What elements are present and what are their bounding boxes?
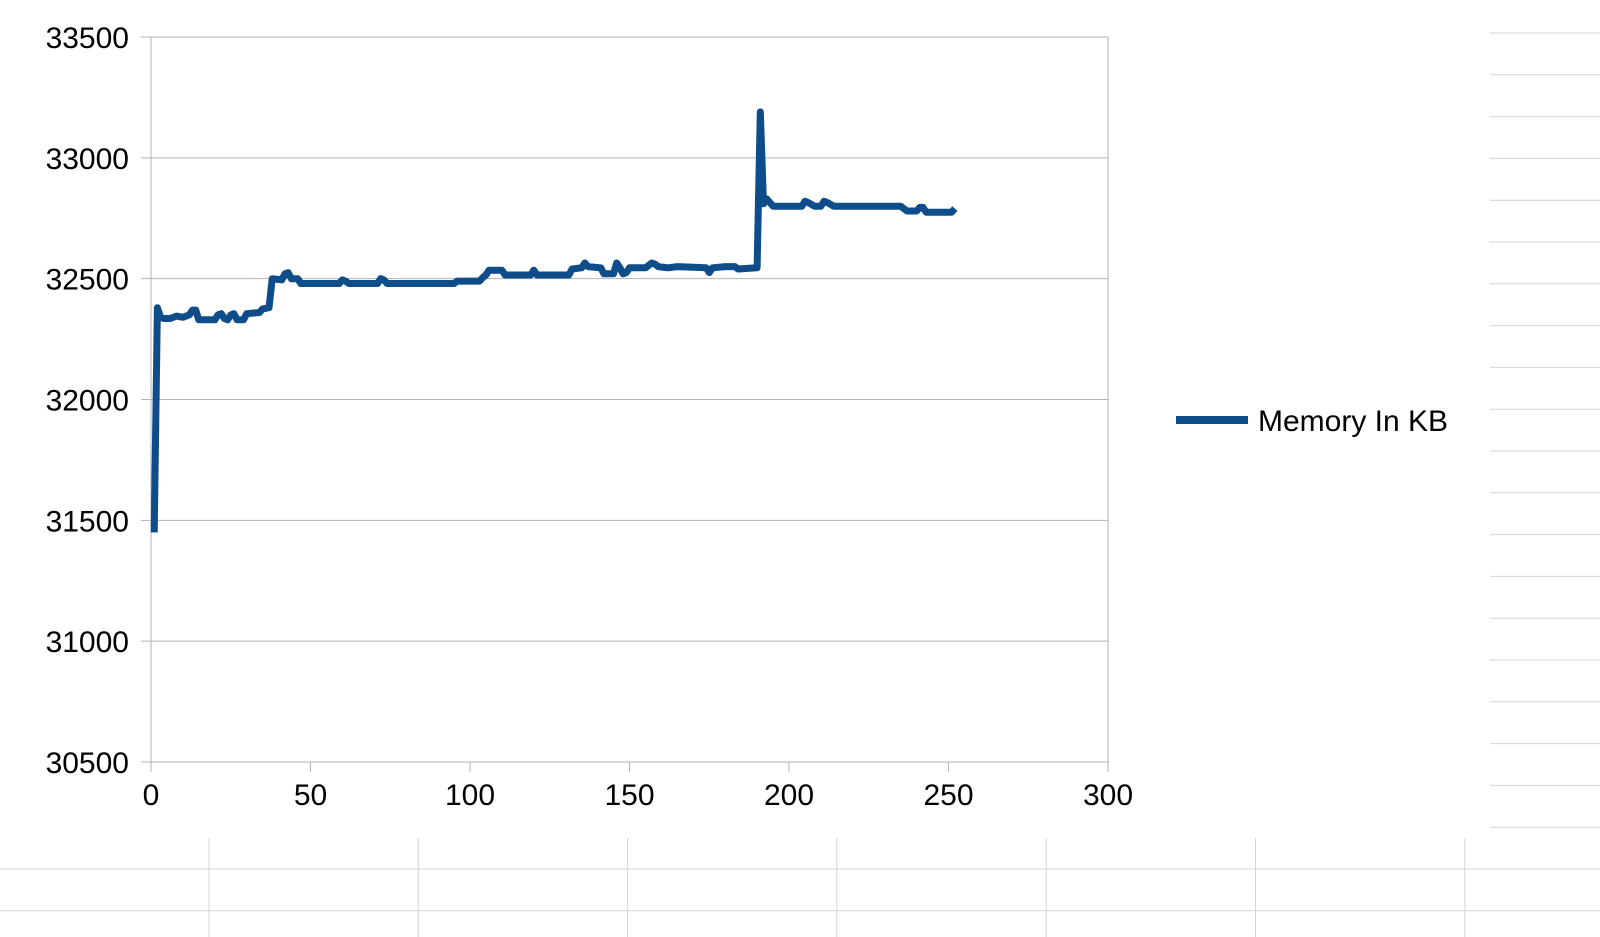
x-tick-label: 250 <box>923 779 973 812</box>
x-tick-label: 300 <box>1083 779 1133 812</box>
series-layer <box>150 108 958 533</box>
series-line-memory-in-kb <box>150 108 958 533</box>
axes <box>150 36 1109 772</box>
y-tick-label: 32000 <box>46 385 129 418</box>
x-tick-label: 100 <box>445 779 495 812</box>
legend: Memory In KB <box>1176 405 1448 438</box>
y-tick-label: 33000 <box>46 143 129 176</box>
x-axis-tick-labels: 0 50 100 150 200 250 300 <box>143 779 1133 812</box>
x-tick-label: 150 <box>604 779 654 812</box>
x-tick-label: 50 <box>294 779 327 812</box>
y-tick-label: 33500 <box>46 22 129 55</box>
x-tick-label: 0 <box>143 779 160 812</box>
line-chart: 0 50 100 150 200 250 300 305003100031500320003… <box>46 22 1449 812</box>
chart-area[interactable]: 0 50 100 150 200 250 300 30500 31000 31500 32000 3… <box>0 0 1490 838</box>
y-axis-tick-labels: 30500 31000 31500 32000 32500 33000 33500 <box>46 22 129 780</box>
x-tick-label: 200 <box>764 779 814 812</box>
y-tick-label: 31000 <box>46 626 129 659</box>
gridlines <box>141 36 1108 763</box>
y-tick-label: 30500 <box>46 747 129 780</box>
y-tick-label: 31500 <box>46 505 129 538</box>
legend-label-memory-in-kb: Memory In KB <box>1258 405 1448 438</box>
y-tick-label: 32500 <box>46 264 129 297</box>
